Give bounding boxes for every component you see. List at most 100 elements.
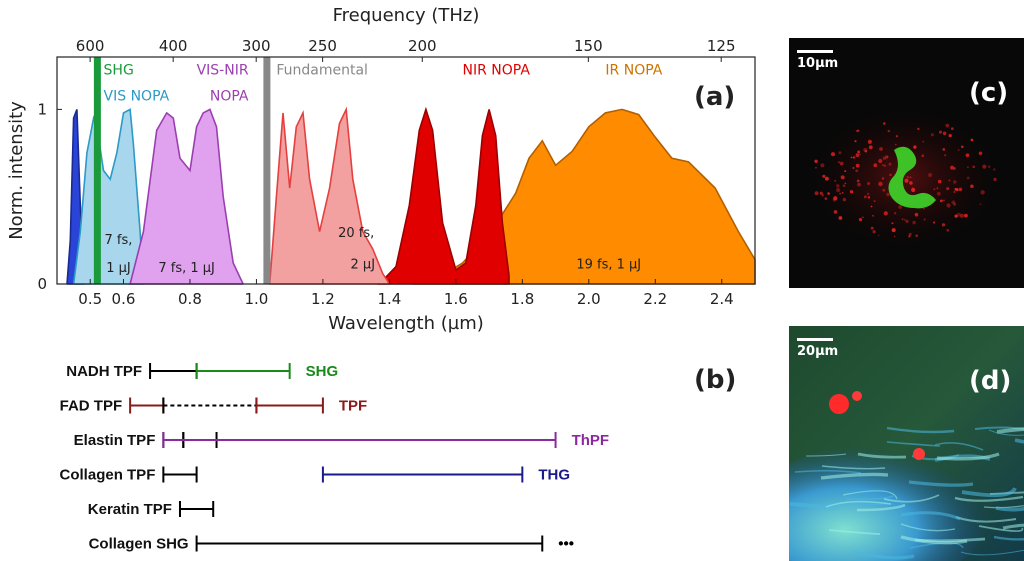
- mito-dot: [941, 223, 946, 227]
- mito-dot: [867, 182, 871, 185]
- mito-dot: [946, 203, 951, 208]
- mito-dot: [889, 173, 892, 177]
- series-label: NIR NOPA: [463, 62, 531, 78]
- mito-dot: [842, 184, 846, 187]
- range-row-label: Elastin TPF: [74, 432, 156, 449]
- mito-dot: [873, 163, 878, 167]
- red-spot: [852, 391, 862, 401]
- mito-dot: [822, 174, 826, 178]
- fiber: [857, 452, 907, 459]
- fiber: [845, 495, 894, 501]
- mito-dot: [951, 200, 956, 205]
- mito-dot: [867, 139, 872, 144]
- panel-label-d: (d): [969, 366, 1012, 396]
- mito-dot: [967, 166, 969, 168]
- series-label: SHG: [104, 62, 134, 78]
- mito-dot: [852, 156, 856, 159]
- mito-dot: [921, 154, 925, 158]
- mito-dot: [839, 161, 844, 166]
- x-axis-title: Wavelength (µm): [328, 313, 484, 334]
- range-row: NADH TPF SHG: [66, 363, 338, 380]
- mito-dot: [886, 192, 890, 197]
- range-end-label: •••: [558, 536, 574, 553]
- spectrum-vis-nopa: [72, 108, 145, 285]
- fiber: [900, 511, 961, 521]
- frequency-tick-label: 150: [574, 37, 603, 55]
- mito-dot: [836, 184, 840, 188]
- range-row-label: Collagen TPF: [60, 467, 156, 484]
- fiber: [1002, 523, 1024, 530]
- mito-dot: [821, 193, 825, 197]
- mito-dot: [912, 220, 916, 225]
- fiber: [900, 535, 968, 545]
- mito-dot: [878, 158, 883, 164]
- fiber: [900, 523, 956, 532]
- mito-dot: [891, 222, 894, 225]
- mito-dot: [887, 129, 890, 133]
- range-end-label: ThPF: [572, 432, 610, 449]
- fiber: [960, 549, 1024, 556]
- mito-dot: [844, 182, 847, 185]
- spectrum-chart: 0.5 0.6 0.8 1.0 1.2 1.4 1.6 1.8 2.0 2.2 2.4 01 600…: [6, 5, 756, 334]
- frequency-tick-label: 400: [159, 37, 188, 55]
- frequency-tick-label: 200: [408, 37, 437, 55]
- fiber: [820, 472, 889, 480]
- fiber: [936, 452, 1000, 461]
- y-tick-label: 1: [37, 100, 47, 118]
- fiber: [789, 502, 838, 511]
- mito-dot: [945, 123, 950, 128]
- mito-dot: [943, 199, 945, 202]
- mito-dot: [864, 196, 866, 198]
- scale-bar-d: [797, 338, 833, 341]
- pulse-annotation: 19 fs, 1 µJ: [576, 257, 641, 272]
- mito-dot: [867, 196, 871, 199]
- range-end-label: SHG: [306, 363, 339, 380]
- mito-dot: [957, 149, 960, 151]
- mito-dot: [855, 130, 858, 133]
- mito-dot: [895, 143, 897, 146]
- mito-dot: [844, 170, 847, 173]
- series-label: IR NOPA: [605, 62, 662, 78]
- range-row: Elastin TPF ThPF: [74, 432, 609, 449]
- mito-dot: [972, 165, 975, 169]
- mito-dot: [825, 176, 829, 181]
- mito-dot: [883, 164, 887, 167]
- panel-label-b: (b): [694, 365, 736, 395]
- spectrum-fundamental: [268, 106, 391, 285]
- mito-dot: [879, 147, 883, 151]
- fiber: [883, 494, 940, 503]
- mito-dot: [840, 175, 845, 180]
- mito-dot: [950, 165, 955, 170]
- mito-dot: [993, 168, 996, 171]
- mito-dot: [956, 212, 961, 217]
- mito-dot: [898, 205, 902, 209]
- mito-dot: [903, 218, 906, 221]
- mito-dot: [814, 159, 818, 163]
- mito-dot: [940, 199, 943, 203]
- mito-dot: [883, 122, 886, 125]
- range-end-label: THG: [538, 467, 570, 484]
- mito-dot: [908, 232, 912, 236]
- fiber: [853, 550, 915, 560]
- mito-dot: [988, 165, 991, 168]
- mito-dot: [942, 131, 947, 136]
- x-tick-label: 0.8: [178, 290, 202, 308]
- mito-dot: [833, 196, 838, 201]
- mito-dot: [873, 200, 876, 203]
- mito-dot: [881, 164, 884, 166]
- pulse-annotation: 7 fs, 1 µJ: [158, 261, 215, 276]
- x-ticks: 0.5 0.6 0.8 1.0 1.2 1.4 1.6 1.8 2.0 2.2 2.4: [78, 279, 734, 308]
- range-row-label: NADH TPF: [66, 363, 142, 380]
- mito-dot: [855, 163, 860, 168]
- pulse-annotation: 20 fs,: [338, 226, 374, 241]
- range-row-label: Collagen SHG: [89, 536, 189, 553]
- mito-dot: [893, 235, 896, 238]
- mito-dot: [878, 181, 883, 187]
- mito-dot: [936, 187, 939, 190]
- nucleus-green: [888, 146, 936, 209]
- mito-dot: [855, 153, 860, 157]
- mito-dot: [946, 187, 950, 191]
- fiber: [934, 442, 984, 451]
- mito-dot: [965, 153, 970, 158]
- mito-dot: [950, 127, 954, 130]
